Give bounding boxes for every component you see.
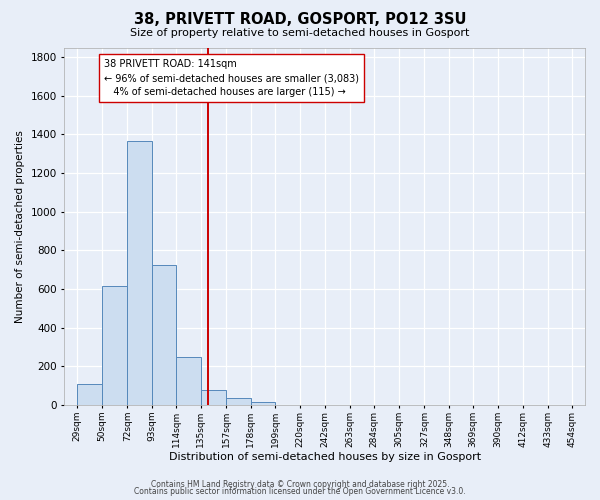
Bar [77, 384, 102, 405]
Y-axis label: Number of semi-detached properties: Number of semi-detached properties [15, 130, 25, 322]
Text: Contains HM Land Registry data © Crown copyright and database right 2025.: Contains HM Land Registry data © Crown c… [151, 480, 449, 489]
Text: Size of property relative to semi-detached houses in Gosport: Size of property relative to semi-detach… [130, 28, 470, 38]
Bar [251, 402, 275, 405]
Bar [200, 390, 226, 405]
X-axis label: Distribution of semi-detached houses by size in Gosport: Distribution of semi-detached houses by … [169, 452, 481, 462]
Bar [127, 141, 152, 405]
Text: 38 PRIVETT ROAD: 141sqm
← 96% of semi-detached houses are smaller (3,083)
   4% : 38 PRIVETT ROAD: 141sqm ← 96% of semi-de… [104, 59, 359, 97]
Bar [176, 356, 200, 405]
Bar [152, 265, 176, 405]
Bar [226, 398, 251, 405]
Bar [102, 286, 127, 405]
Text: 38, PRIVETT ROAD, GOSPORT, PO12 3SU: 38, PRIVETT ROAD, GOSPORT, PO12 3SU [134, 12, 466, 28]
Text: Contains public sector information licensed under the Open Government Licence v3: Contains public sector information licen… [134, 487, 466, 496]
